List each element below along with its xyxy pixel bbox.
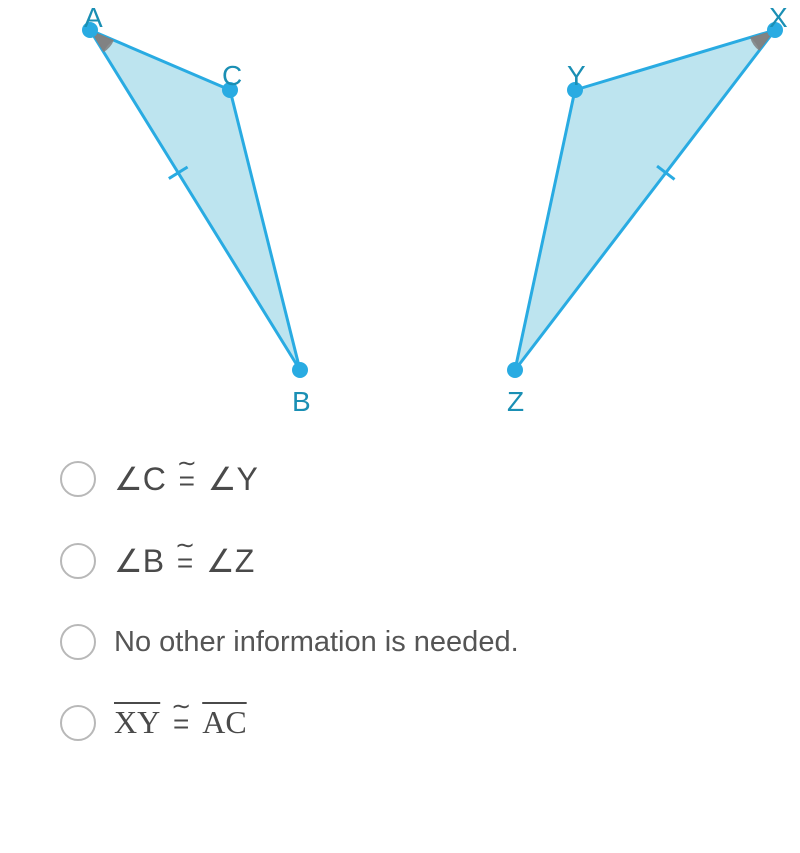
diagram-svg — [0, 0, 800, 430]
option-4[interactable]: XY=AC — [60, 704, 740, 741]
radio-button[interactable] — [60, 461, 96, 497]
radio-button[interactable] — [60, 705, 96, 741]
answer-options: ∠C=∠Y ∠B=∠Z No other information is needed… — [0, 430, 800, 741]
vertex-label-Z: Z — [507, 386, 524, 418]
radio-button[interactable] — [60, 624, 96, 660]
geometry-diagram: A B C X Y Z — [0, 0, 800, 430]
option-3[interactable]: No other information is needed. — [60, 624, 740, 660]
option-text: XY=AC — [114, 704, 247, 741]
option-2[interactable]: ∠B=∠Z — [60, 542, 740, 580]
vertex-label-X: X — [769, 2, 788, 34]
vertex-label-Y: Y — [567, 60, 586, 92]
option-text: No other information is needed. — [114, 626, 519, 659]
option-text: ∠C=∠Y — [114, 460, 258, 498]
radio-button[interactable] — [60, 543, 96, 579]
option-text: ∠B=∠Z — [114, 542, 254, 580]
option-1[interactable]: ∠C=∠Y — [60, 460, 740, 498]
vertex-label-C: C — [222, 60, 242, 92]
vertex-label-B: B — [292, 386, 311, 418]
vertex-label-A: A — [84, 2, 103, 34]
